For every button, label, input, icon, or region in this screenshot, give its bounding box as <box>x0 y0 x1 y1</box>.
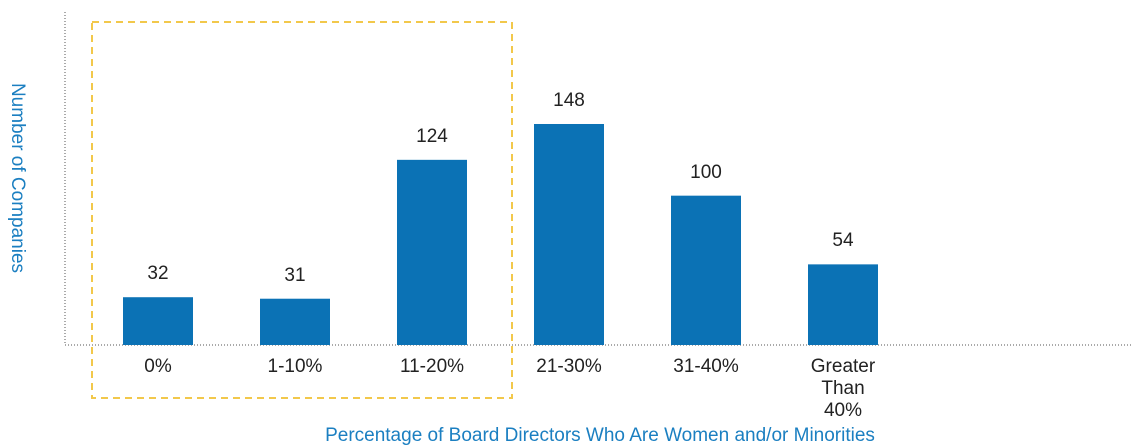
bar <box>671 195 741 345</box>
bar <box>260 298 330 345</box>
x-tick-label: Greater Than 40% <box>810 356 876 421</box>
bar <box>534 123 604 345</box>
x-tick-label: 21-30% <box>536 356 602 377</box>
bar <box>808 264 878 345</box>
value-label: 54 <box>832 230 854 252</box>
highlight-box <box>91 21 513 399</box>
x-tick-label: 1-10% <box>267 356 323 377</box>
bar <box>397 159 467 345</box>
value-label: 100 <box>690 161 722 183</box>
x-axis-title: Percentage of Board Directors Who Are Wo… <box>325 425 875 446</box>
y-axis-title: Number of Companies <box>7 82 28 274</box>
x-tick-label: 0% <box>144 356 172 377</box>
value-label: 32 <box>147 263 169 285</box>
x-tick-label: 31-40% <box>673 356 739 377</box>
value-label: 124 <box>416 125 448 147</box>
value-label: 31 <box>284 264 306 286</box>
bar <box>123 297 193 345</box>
x-tick-label: 11-20% <box>399 356 465 377</box>
value-label: 148 <box>553 89 585 111</box>
